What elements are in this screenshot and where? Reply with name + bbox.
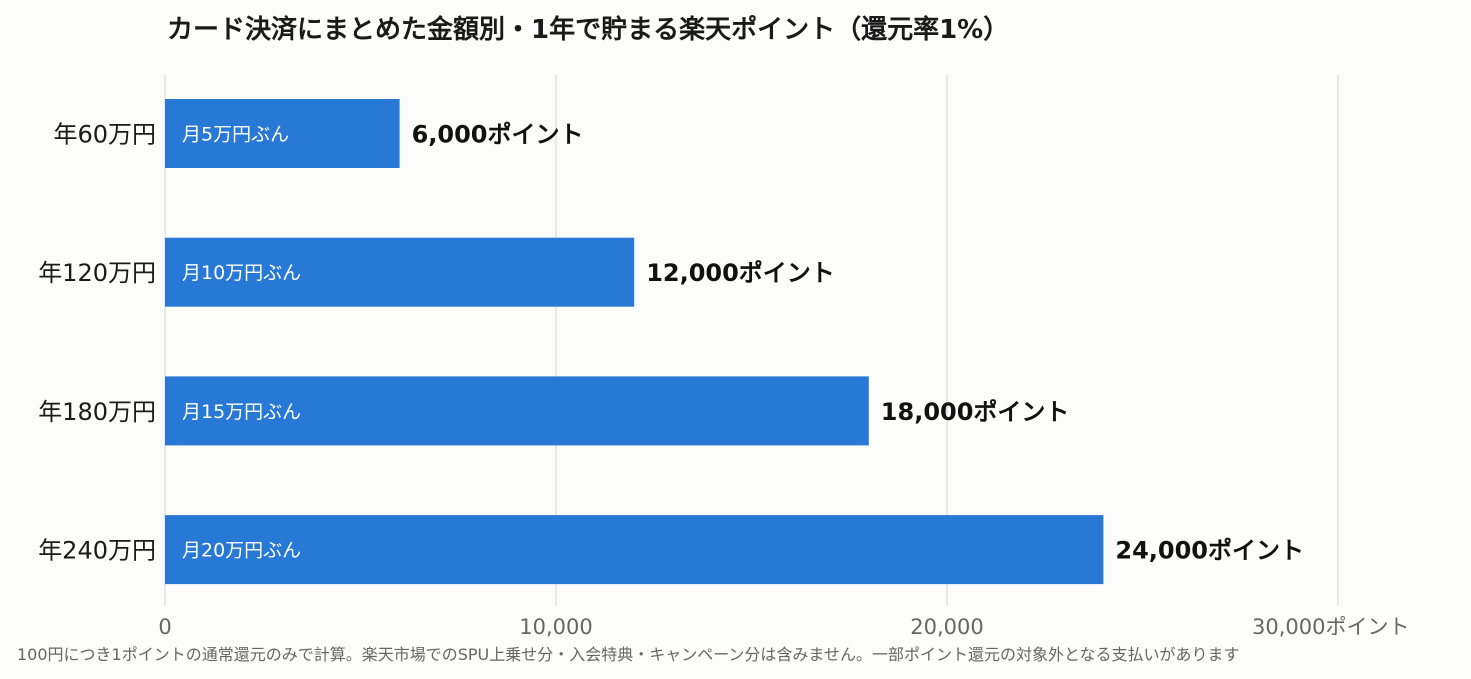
bar [165,515,1104,585]
data-label: 6,000ポイント [412,121,584,149]
x-tick-label: 30,000ポイント [1252,615,1409,639]
category-label: 年60万円 [53,121,156,149]
bar-inner-label: 月20万円ぶん [182,540,301,562]
bar [165,99,400,168]
bar-inner-label: 月15万円ぶん [182,401,301,423]
data-label: 24,000ポイント [1115,537,1304,565]
bar [165,376,869,446]
x-tick-label: 10,000 [519,615,592,639]
x-tick-label: 20,000 [910,615,983,639]
category-label: 年120万円 [38,259,156,287]
category-label: 年180万円 [38,398,156,426]
bar [165,237,635,307]
data-label: 18,000ポイント [881,398,1070,426]
footnote: 100円につき1ポイントの通常還元のみで計算。楽天市場でのSPU上乗せ分・入会特… [17,645,1239,664]
bar-inner-label: 月10万円ぶん [182,262,301,284]
data-label: 12,000ポイント [646,259,835,287]
x-tick-label: 0 [158,615,171,639]
chart-title: カード決済にまとめた金額別・1年で貯まる楽天ポイント（還元率1%） [167,14,1009,45]
category-label: 年240万円 [38,537,156,565]
bar-inner-label: 月5万円ぶん [182,124,289,146]
x-axis: 0 10,000 20,000 30,000ポイント [158,615,1409,639]
